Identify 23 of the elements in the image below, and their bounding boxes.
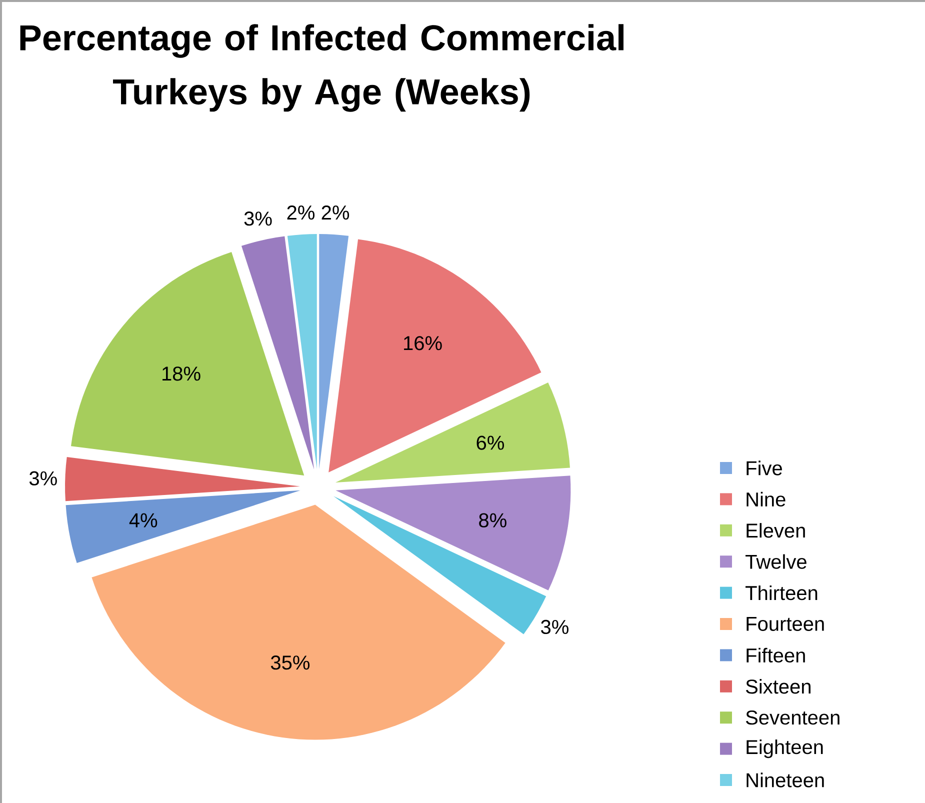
data-label: 3% [29,471,57,486]
data-label: 4% [129,513,158,528]
legend-label: Five [746,460,782,476]
data-label: 2% [322,205,350,220]
data-label: 3% [541,620,568,634]
data-label: 2% [287,205,314,220]
chart-title: Percentage of Infected Commercial Turkeys by Age (Weeks) [20,24,624,112]
legend-label: Fifteen [746,648,805,663]
legend-label: Eighteen [746,739,823,758]
legend-label: Twelve [746,554,806,569]
data-label: 6% [476,436,504,450]
legend-label: Fourteen [746,617,824,631]
legend-label: Sixteen [746,679,810,694]
legend-label: Nine [746,492,786,507]
legend-label: Thirteen [746,585,818,600]
data-label: 8% [479,513,506,528]
legend-label: Nineteen [746,772,824,788]
data-label: 35% [270,656,310,670]
legend-label: Seventeen [746,710,840,725]
data-label: 18% [162,366,200,381]
legend-label: Eleven [746,523,805,538]
data-label: 16% [404,336,442,350]
data-label: 3% [244,212,272,226]
